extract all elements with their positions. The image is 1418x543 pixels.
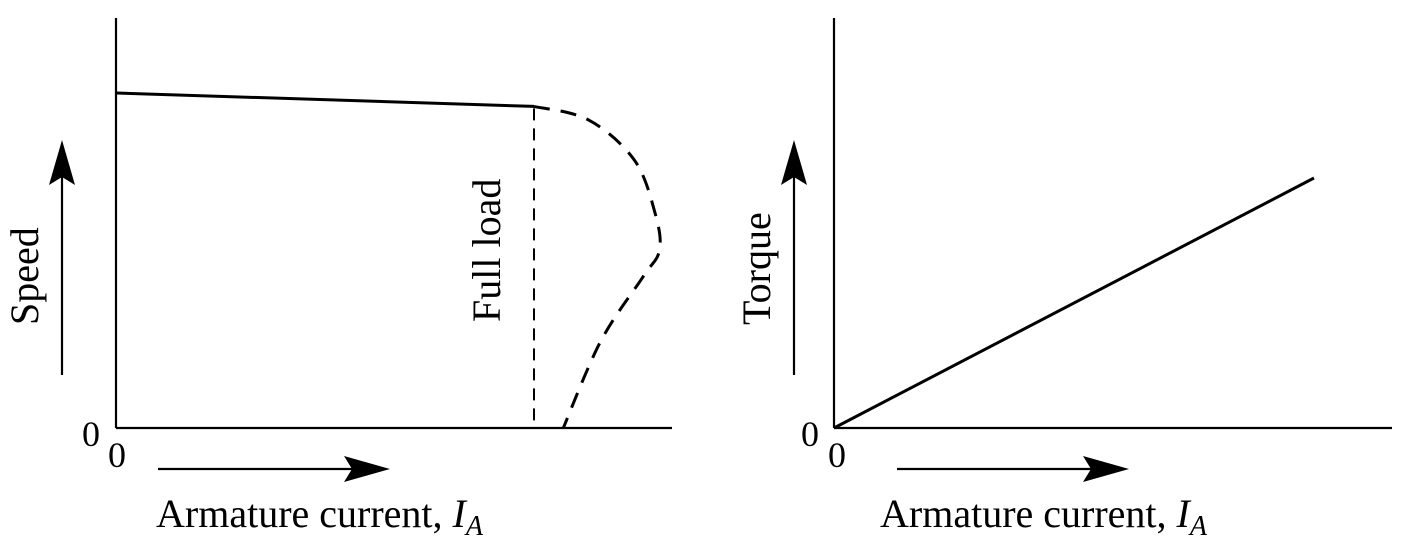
speed-x-label-subscript: A <box>464 511 484 542</box>
speed-x-label-text: Armature current, <box>156 491 453 536</box>
torque-y-arrow-head <box>781 140 807 185</box>
speed-origin-y-label: 0 <box>82 414 100 454</box>
speed-origin-x-label: 0 <box>108 435 126 475</box>
torque-origin-y-label: 0 <box>801 414 819 454</box>
torque-origin-x-label: 0 <box>828 435 846 475</box>
full-load-annotation: Full load <box>464 179 509 322</box>
speed-y-label: Speed <box>2 227 47 325</box>
torque-x-label-subscript: A <box>1188 511 1208 542</box>
torque-x-arrow-head <box>1083 456 1129 482</box>
torque-curve <box>833 176 1315 430</box>
speed-x-label-symbol: I <box>452 491 468 536</box>
speed-x-arrow-head <box>344 456 390 482</box>
speed-y-arrow-head <box>49 140 75 185</box>
speed-dashed-curve <box>533 104 662 429</box>
speed-solid-curve <box>115 91 535 108</box>
torque-x-label: Armature current, IA <box>880 491 1208 542</box>
torque-chart: 0 0 Torque Armature current, IA <box>734 18 1392 542</box>
speed-chart: 0 0 Speed Armature current, IA Full load <box>2 18 672 542</box>
torque-x-label-symbol: I <box>1176 491 1192 536</box>
torque-y-label: Torque <box>734 212 779 325</box>
torque-x-label-text: Armature current, <box>880 491 1177 536</box>
speed-x-label: Armature current, IA <box>156 491 484 542</box>
